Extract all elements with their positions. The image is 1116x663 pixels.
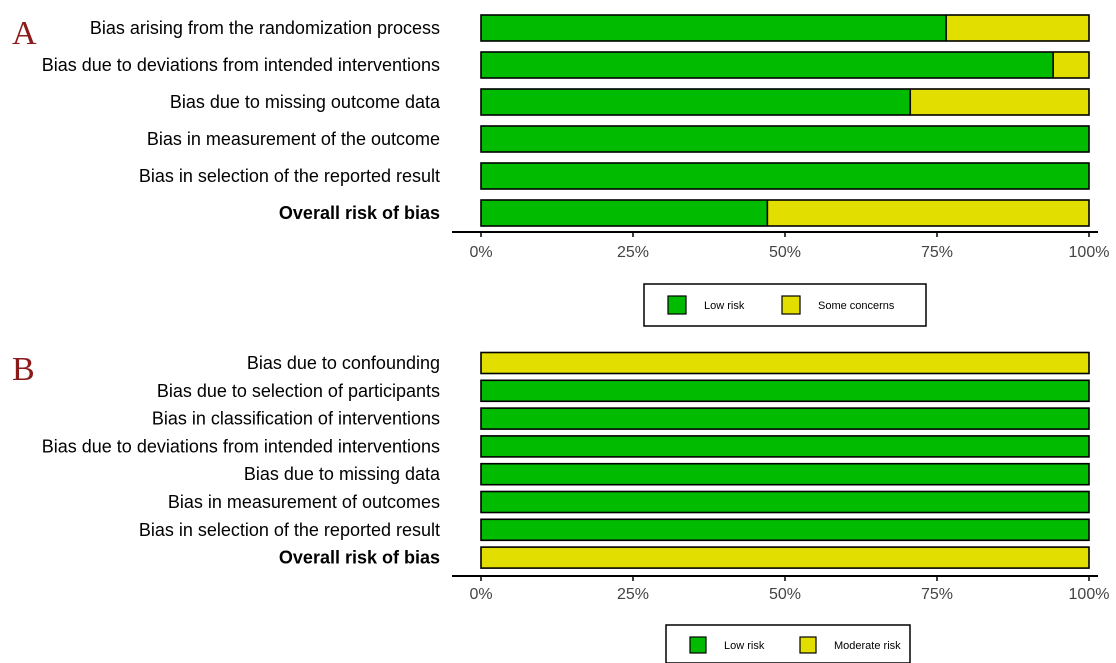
bar-segment-concern <box>1053 52 1089 78</box>
x-tick-label: 0% <box>469 586 492 603</box>
bar-outline <box>480 351 1090 375</box>
bar-segment-low <box>481 89 911 115</box>
legend-box <box>665 624 911 663</box>
bar-outline <box>480 14 1090 42</box>
chart-panel-b: B Bias due to confounding Bias due to sele… <box>12 351 1109 663</box>
category-label: Bias arising from the randomization proc… <box>90 18 440 38</box>
bar-outline <box>480 162 1090 190</box>
bar-outline <box>480 199 1090 227</box>
legend-swatch-low <box>689 636 707 654</box>
chart-panel-a: A Bias arising from the randomization pro… <box>12 14 1110 327</box>
category-label: Bias in classification of interventions <box>152 409 440 429</box>
panel-letter: B <box>12 351 35 388</box>
bar-segment-low <box>481 126 1089 152</box>
bar-segment-low <box>481 52 1054 78</box>
category-label: Bias in selection of the reported result <box>139 520 440 540</box>
x-tick-label: 75% <box>921 244 953 261</box>
x-tick-label: 0% <box>469 244 492 261</box>
category-label: Overall risk of bias <box>279 203 440 223</box>
x-tick-label: 50% <box>769 244 801 261</box>
legend-swatch-concern <box>799 636 817 654</box>
legend-label: Low risk <box>704 300 745 312</box>
x-tick-label: 25% <box>617 586 649 603</box>
bar-segment-concern <box>481 352 1089 374</box>
bar-segment-concern <box>946 15 1089 41</box>
bar-segment-low <box>481 200 768 226</box>
category-label: Bias in measurement of outcomes <box>168 492 440 512</box>
legend: Low risk Moderate risk <box>665 624 911 663</box>
category-label: Bias in measurement of the outcome <box>147 129 440 149</box>
category-label: Bias due to selection of participants <box>157 381 440 401</box>
bar-segment-low <box>481 519 1089 541</box>
category-label: Bias due to missing data <box>244 464 441 484</box>
bar-segment-concern <box>767 200 1089 226</box>
x-tick-label: 100% <box>1069 586 1110 603</box>
category-label: Bias due to deviations from intended int… <box>42 436 440 456</box>
legend-swatch-concern <box>781 295 801 315</box>
category-label: Bias due to deviations from intended int… <box>42 55 440 75</box>
legend: Low risk Some concerns <box>643 283 927 327</box>
bar-segment-low <box>481 15 947 41</box>
x-tick-label: 75% <box>921 586 953 603</box>
bar-segment-concern <box>481 547 1089 569</box>
bar-outline <box>480 407 1090 430</box>
bar-outline <box>480 88 1090 116</box>
x-tick-label: 100% <box>1069 244 1110 261</box>
category-label: Bias due to confounding <box>247 353 440 373</box>
bar-outline <box>480 435 1090 458</box>
legend-label: Moderate risk <box>834 640 901 652</box>
panel-letter: A <box>12 15 37 52</box>
bar-segment-low <box>481 380 1089 402</box>
bar-segment-low <box>481 408 1089 430</box>
category-label: Bias in selection of the reported result <box>139 166 440 186</box>
x-tick-label: 50% <box>769 586 801 603</box>
bar-segment-low <box>481 435 1089 457</box>
legend-label: Low risk <box>724 640 765 652</box>
legend-swatch-low <box>667 295 687 315</box>
legend-label: Some concerns <box>818 300 895 312</box>
bar-outline <box>480 462 1090 486</box>
bar-outline <box>480 518 1090 542</box>
bar-outline <box>480 379 1090 403</box>
bar-outline <box>480 546 1090 569</box>
x-tick-label: 25% <box>617 244 649 261</box>
bar-outline <box>480 125 1090 153</box>
bar-segment-low <box>481 163 1089 189</box>
bar-segment-low <box>481 491 1089 513</box>
category-label: Overall risk of bias <box>279 548 440 568</box>
category-label: Bias due to missing outcome data <box>170 92 441 112</box>
bar-segment-concern <box>910 89 1089 115</box>
bar-outline <box>480 490 1090 514</box>
bar-outline <box>480 51 1090 79</box>
bar-segment-low <box>481 463 1089 485</box>
